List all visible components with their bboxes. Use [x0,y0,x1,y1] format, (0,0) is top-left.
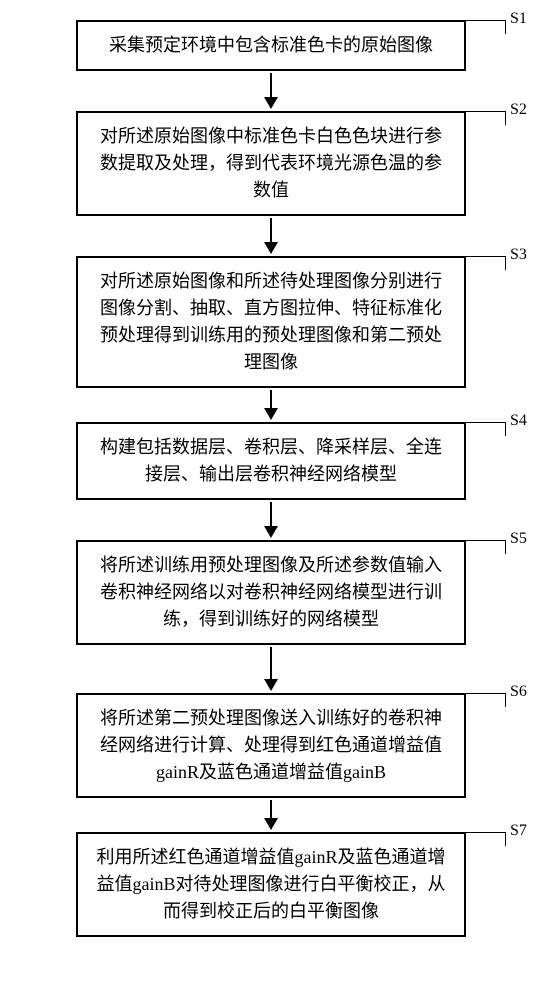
arrow-line [270,390,272,408]
step-row-s4: 构建包括数据层、卷积层、降采样层、全连接层、输出层卷积神经网络模型 S4 [10,422,532,500]
arrow-head-icon [264,242,278,254]
step-text: 采集预定环境中包含标准色卡的原始图像 [109,35,433,55]
step-text: 将所述训练用预处理图像及所述参数值输入卷积神经网络以对卷积神经网络模型进行训练，… [100,555,442,629]
arrow-line [270,502,272,526]
label-connector-line [466,693,506,707]
step-label-s7: S7 [510,822,527,840]
arrow-s5-s6 [264,647,278,691]
step-label-wrap-s3: S3 [466,256,527,270]
label-connector-line [466,540,506,554]
arrow-head-icon [264,97,278,109]
step-label-s1: S1 [510,10,527,28]
step-row-s5: 将所述训练用预处理图像及所述参数值输入卷积神经网络以对卷积神经网络模型进行训练，… [10,540,532,645]
arrow-line [270,73,272,97]
arrow-line [270,647,272,679]
label-connector-line [466,20,506,34]
arrow-head-icon [264,818,278,830]
step-text: 构建包括数据层、卷积层、降采样层、全连接层、输出层卷积神经网络模型 [100,437,442,484]
arrow-s4-s5 [264,502,278,538]
label-connector-line [466,256,506,270]
arrow-s1-s2 [264,73,278,109]
step-label-wrap-s1: S1 [466,20,527,34]
step-text: 对所述原始图像和所述待处理图像分别进行图像分割、抽取、直方图拉伸、特征标准化预处… [100,271,442,372]
step-row-s1: 采集预定环境中包含标准色卡的原始图像 S1 [10,20,532,71]
step-label-s4: S4 [510,412,527,430]
step-label-wrap-s5: S5 [466,540,527,554]
arrow-s6-s7 [264,800,278,830]
step-box-s6: 将所述第二预处理图像送入训练好的卷积神经网络进行计算、处理得到红色通道增益值ga… [76,693,466,798]
step-label-s5: S5 [510,530,527,548]
step-box-s1: 采集预定环境中包含标准色卡的原始图像 [76,20,466,71]
step-box-s4: 构建包括数据层、卷积层、降采样层、全连接层、输出层卷积神经网络模型 [76,422,466,500]
step-text: 利用所述红色通道增益值gainR及蓝色通道增益值gainB对待处理图像进行白平衡… [97,847,446,921]
arrow-head-icon [264,679,278,691]
arrow-s3-s4 [264,390,278,420]
label-connector-line [466,111,506,125]
step-label-wrap-s6: S6 [466,693,527,707]
label-connector-line [466,422,506,436]
step-label-wrap-s4: S4 [466,422,527,436]
step-label-s6: S6 [510,683,527,701]
step-label-wrap-s7: S7 [466,832,527,846]
flowchart-container: 采集预定环境中包含标准色卡的原始图像 S1 对所述原始图像中标准色卡白色色块进行… [10,20,532,937]
step-box-s3: 对所述原始图像和所述待处理图像分别进行图像分割、抽取、直方图拉伸、特征标准化预处… [76,256,466,388]
arrow-line [270,800,272,818]
step-box-s5: 将所述训练用预处理图像及所述参数值输入卷积神经网络以对卷积神经网络模型进行训练，… [76,540,466,645]
step-row-s6: 将所述第二预处理图像送入训练好的卷积神经网络进行计算、处理得到红色通道增益值ga… [10,693,532,798]
step-box-s7: 利用所述红色通道增益值gainR及蓝色通道增益值gainB对待处理图像进行白平衡… [76,832,466,937]
step-row-s2: 对所述原始图像中标准色卡白色色块进行参数提取及处理，得到代表环境光源色温的参数值… [10,111,532,216]
step-box-s2: 对所述原始图像中标准色卡白色色块进行参数提取及处理，得到代表环境光源色温的参数值 [76,111,466,216]
label-connector-line [466,832,506,846]
arrow-head-icon [264,408,278,420]
arrow-s2-s3 [264,218,278,254]
step-label-s2: S2 [510,101,527,119]
step-text: 对所述原始图像中标准色卡白色色块进行参数提取及处理，得到代表环境光源色温的参数值 [100,126,442,200]
step-text: 将所述第二预处理图像送入训练好的卷积神经网络进行计算、处理得到红色通道增益值ga… [100,708,442,782]
step-label-s3: S3 [510,246,527,264]
step-row-s3: 对所述原始图像和所述待处理图像分别进行图像分割、抽取、直方图拉伸、特征标准化预处… [10,256,532,388]
arrow-line [270,218,272,242]
step-row-s7: 利用所述红色通道增益值gainR及蓝色通道增益值gainB对待处理图像进行白平衡… [10,832,532,937]
step-label-wrap-s2: S2 [466,111,527,125]
arrow-head-icon [264,526,278,538]
